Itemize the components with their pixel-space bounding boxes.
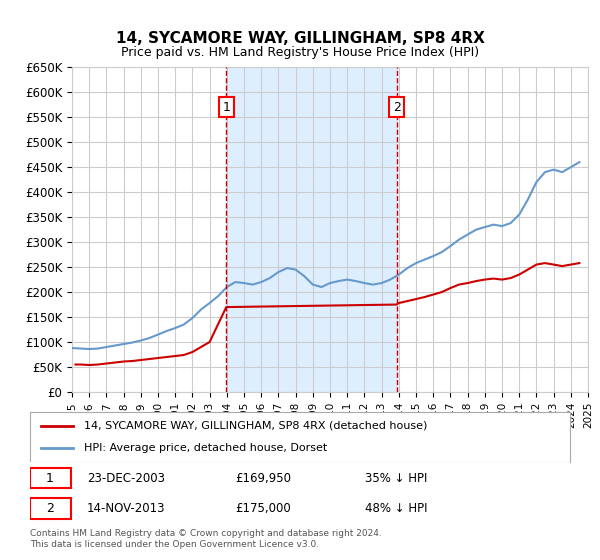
FancyBboxPatch shape <box>30 468 71 488</box>
Text: 14-NOV-2013: 14-NOV-2013 <box>86 502 165 515</box>
Text: HPI: Average price, detached house, Dorset: HPI: Average price, detached house, Dors… <box>84 443 327 453</box>
Text: 23-DEC-2003: 23-DEC-2003 <box>86 472 164 484</box>
Text: 1: 1 <box>223 101 230 114</box>
Text: 2: 2 <box>392 101 401 114</box>
Text: 35% ↓ HPI: 35% ↓ HPI <box>365 472 427 484</box>
Text: £169,950: £169,950 <box>235 472 291 484</box>
Text: 14, SYCAMORE WAY, GILLINGHAM, SP8 4RX: 14, SYCAMORE WAY, GILLINGHAM, SP8 4RX <box>116 31 484 46</box>
Text: 14, SYCAMORE WAY, GILLINGHAM, SP8 4RX (detached house): 14, SYCAMORE WAY, GILLINGHAM, SP8 4RX (d… <box>84 421 427 431</box>
Text: 2: 2 <box>46 502 54 515</box>
Text: 1: 1 <box>46 472 54 484</box>
Bar <box>226 67 397 392</box>
Text: Price paid vs. HM Land Registry's House Price Index (HPI): Price paid vs. HM Land Registry's House … <box>121 46 479 59</box>
Text: 48% ↓ HPI: 48% ↓ HPI <box>365 502 427 515</box>
FancyBboxPatch shape <box>30 498 71 519</box>
Text: £175,000: £175,000 <box>235 502 291 515</box>
Text: Contains HM Land Registry data © Crown copyright and database right 2024.
This d: Contains HM Land Registry data © Crown c… <box>30 529 382 549</box>
